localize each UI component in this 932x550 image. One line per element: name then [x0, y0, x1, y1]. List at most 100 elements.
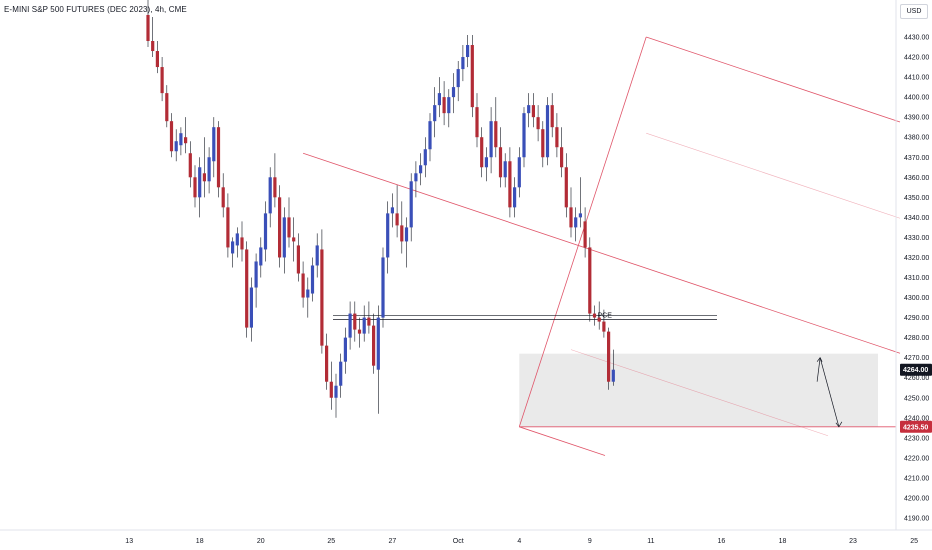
candle — [480, 127, 484, 178]
channel-upper-rail — [646, 36, 901, 123]
time-axis[interactable]: 1318202527Oct49111618232530 — [125, 538, 932, 545]
currency-button[interactable]: USD — [900, 4, 928, 19]
candle-body — [574, 217, 578, 228]
candle-body — [198, 167, 202, 198]
candle — [146, 0, 150, 48]
candle-body — [555, 127, 559, 148]
candle-body — [353, 313, 357, 330]
candle — [588, 237, 592, 322]
candle-body — [564, 167, 568, 208]
candle — [310, 257, 315, 302]
time-tick-label: 11 — [647, 538, 654, 545]
candle — [447, 89, 451, 128]
candle — [329, 361, 333, 410]
candle — [498, 127, 503, 188]
candle-body — [386, 213, 390, 258]
candle — [155, 41, 159, 74]
candle-body — [296, 245, 300, 274]
candle — [174, 129, 178, 162]
candle — [315, 233, 319, 278]
price-tick-label: 4240.00 — [904, 415, 929, 422]
time-tick-label: 18 — [779, 538, 787, 545]
candle — [541, 121, 545, 168]
candle — [433, 87, 437, 138]
price-tick-label: 4250.00 — [904, 395, 929, 402]
price-tick-label: 4430.00 — [904, 35, 929, 42]
candle-body — [146, 14, 150, 42]
candle-body — [578, 213, 582, 218]
candle-body — [484, 157, 488, 168]
candle — [325, 333, 329, 390]
candle — [442, 81, 446, 126]
candle — [245, 241, 249, 338]
candle-body — [169, 121, 174, 152]
candle — [564, 153, 568, 218]
candle — [390, 193, 394, 228]
candle-body — [536, 117, 540, 130]
candle — [334, 373, 338, 418]
candle — [386, 201, 390, 274]
candle-body — [423, 149, 427, 166]
pitchfork-channel-layer — [302, 36, 901, 456]
candle — [372, 313, 376, 374]
demand-zone-layer — [519, 353, 878, 427]
candle-body — [592, 313, 597, 318]
candle — [456, 61, 460, 102]
price-tick-label: 4370.00 — [904, 155, 929, 162]
candle — [489, 107, 493, 174]
pce-label: PCE — [598, 313, 613, 320]
time-tick-label: 23 — [849, 538, 857, 545]
candle-body — [249, 287, 253, 328]
candle-body — [456, 69, 460, 88]
candle-body — [419, 165, 423, 174]
candle-body — [414, 173, 418, 182]
candle-body — [475, 107, 479, 138]
candle — [287, 197, 291, 248]
candle — [221, 173, 225, 218]
last-price-badge-bg — [900, 363, 932, 376]
time-tick-label: 20 — [257, 538, 265, 545]
candle — [362, 305, 366, 342]
candles-layer — [146, 0, 615, 418]
candle — [484, 147, 488, 182]
candle-body — [165, 93, 169, 122]
candle-body — [184, 137, 188, 144]
candle-body — [409, 181, 413, 228]
candle-body — [216, 127, 221, 188]
time-tick-label: 25 — [327, 538, 335, 545]
candle-body — [376, 317, 380, 370]
candle — [555, 113, 559, 158]
candle-body — [245, 249, 249, 328]
price-tick-label: 4390.00 — [904, 115, 929, 122]
candle-body — [325, 345, 329, 382]
candle-body — [310, 265, 315, 294]
price-tick-label: 4210.00 — [904, 475, 929, 482]
price-tick-label: 4230.00 — [904, 435, 929, 442]
candle — [151, 16, 155, 58]
chart-title: E-MINI S&P 500 FUTURES (DEC 2023), 4h, C… — [4, 5, 187, 14]
candle-body — [545, 105, 550, 158]
candle — [179, 127, 183, 156]
price-tick-label: 4290.00 — [904, 315, 929, 322]
candle — [545, 97, 550, 166]
candle — [423, 137, 427, 178]
candle — [569, 187, 573, 238]
candle — [216, 121, 221, 198]
candle — [536, 105, 540, 142]
candle — [231, 237, 235, 268]
time-tick-label: Oct — [453, 538, 464, 545]
price-axis[interactable]: 4190.00 4200.00 4210.00 4220.00 4230.00 4240.… — [904, 35, 929, 523]
candle-body — [447, 97, 451, 114]
pitchfork-median-line — [518, 36, 647, 427]
price-tick-label: 4410.00 — [904, 75, 929, 82]
candle — [451, 73, 456, 114]
candle-body — [348, 313, 352, 338]
candle-body — [503, 161, 507, 178]
bounce-arrow-line — [816, 357, 821, 382]
candle — [273, 153, 277, 208]
candle — [254, 253, 258, 308]
candle — [198, 157, 202, 218]
candle — [607, 327, 611, 390]
price-tick-label: 4270.00 — [904, 355, 929, 362]
